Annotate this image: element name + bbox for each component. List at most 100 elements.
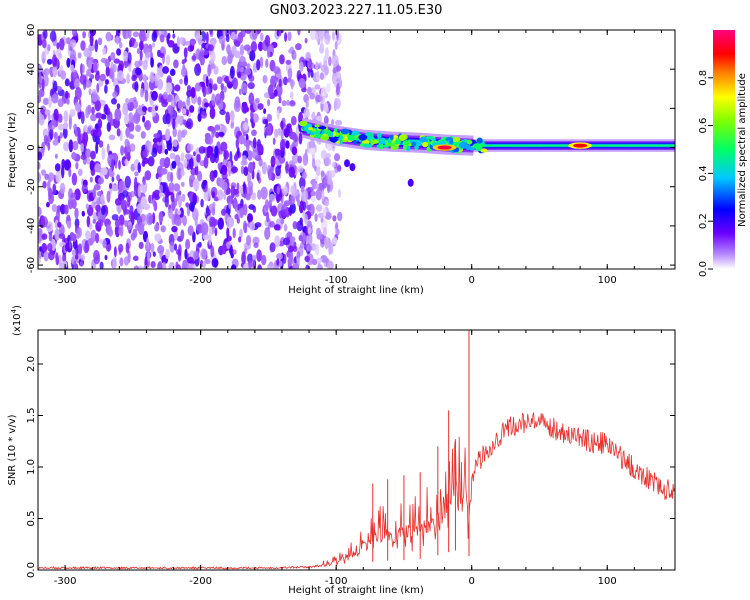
heatmap-cell xyxy=(75,254,79,260)
heatmap-cell xyxy=(111,98,117,105)
heatmap-cell xyxy=(334,40,338,50)
heatmap-cell xyxy=(139,40,144,51)
heatmap-cell xyxy=(241,251,246,264)
heatmap-cell xyxy=(198,146,206,154)
heatmap-cell xyxy=(166,94,173,103)
heatmap-cell xyxy=(175,264,181,269)
heatmap-cell xyxy=(54,228,60,241)
heatmap-cell xyxy=(66,98,70,105)
heatmap-cell xyxy=(38,231,42,244)
heatmap-cell xyxy=(124,61,128,69)
heatmap-cell xyxy=(152,137,159,143)
heatmap-cell xyxy=(234,30,238,35)
heatmap-cell xyxy=(71,198,77,209)
heatmap-cell xyxy=(298,235,304,242)
heatmap-cell xyxy=(142,176,146,186)
heatmap-cell xyxy=(71,233,77,242)
heatmap-cell xyxy=(164,148,169,155)
heatmap-cell xyxy=(163,30,168,38)
heatmap-cell xyxy=(314,243,320,256)
heatmap-cell xyxy=(207,44,214,52)
heatmap-cell xyxy=(670,144,673,147)
heatmap-cell xyxy=(336,83,340,96)
heatmap-cell xyxy=(283,128,290,137)
heatmap-cell xyxy=(311,112,316,120)
heatmap-cell xyxy=(153,133,161,139)
heatmap-cell xyxy=(148,79,156,91)
heatmap-cell xyxy=(289,202,296,214)
heatmap-cell xyxy=(257,264,262,269)
heatmap-cell xyxy=(287,31,292,42)
heatmap-cell xyxy=(49,30,57,42)
heatmap-cell xyxy=(47,180,51,190)
spectrogram-x-axis: -300 -200 -100 0 100 xyxy=(54,30,662,286)
heatmap-cell xyxy=(49,127,54,140)
heatmap-cell xyxy=(226,44,231,55)
snr-line xyxy=(38,411,675,570)
heatmap-cell xyxy=(234,40,241,47)
heatmap-cell xyxy=(74,78,80,90)
heatmap-cell xyxy=(273,66,281,75)
heatmap-cell xyxy=(317,264,323,269)
heatmap-cell xyxy=(150,261,156,268)
colorbar-tick-label: 0.6 xyxy=(698,118,709,134)
heatmap-cell xyxy=(38,72,42,84)
heatmap-cell xyxy=(142,106,147,113)
heatmap-cell xyxy=(97,219,104,227)
heatmap-cell xyxy=(172,33,176,39)
heatmap-cell xyxy=(480,148,488,153)
heatmap-cell xyxy=(357,137,360,141)
snr-background xyxy=(38,330,675,570)
heatmap-cell xyxy=(230,264,237,269)
heatmap-cell xyxy=(214,145,219,158)
heatmap-cell xyxy=(331,54,339,67)
heatmap-cell xyxy=(255,97,260,104)
heatmap-cell xyxy=(181,59,186,65)
heatmap-cell xyxy=(162,261,167,269)
y-tick-label: 20 xyxy=(26,102,37,115)
heatmap-cell xyxy=(252,30,258,40)
heatmap-cell xyxy=(89,223,93,230)
heatmap-cell xyxy=(324,199,330,207)
heatmap-cell xyxy=(452,143,456,147)
heatmap-cell xyxy=(324,175,328,184)
heatmap-cell xyxy=(328,243,332,256)
heatmap-cell xyxy=(269,221,275,228)
colorbar: 0.0 0.2 0.4 0.6 0.8 Normalized spectral ampl… xyxy=(698,30,748,277)
heatmap-cell xyxy=(118,41,123,49)
y-tick-label: -40 xyxy=(26,218,37,234)
heatmap-cell xyxy=(144,89,149,102)
heatmap-cell xyxy=(169,241,175,253)
heatmap-cell xyxy=(137,184,141,198)
heatmap-cell xyxy=(491,144,494,147)
heatmap-cell xyxy=(511,144,515,147)
heatmap-cell xyxy=(125,98,130,104)
heatmap-cell xyxy=(118,243,124,253)
heatmap-cell xyxy=(41,78,45,92)
heatmap-cell xyxy=(127,30,132,39)
snr-multiplier: (x104) xyxy=(10,305,23,336)
heatmap-cell xyxy=(206,31,209,45)
heatmap-cell xyxy=(89,74,95,80)
heatmap-cell xyxy=(226,216,233,229)
heatmap-cell xyxy=(52,183,57,195)
heatmap-cell xyxy=(184,248,188,260)
heatmap-cell xyxy=(293,51,297,60)
heatmap-cell xyxy=(283,76,288,86)
heatmap-cell xyxy=(231,166,238,173)
heatmap-cell xyxy=(83,79,87,91)
heatmap-cell xyxy=(283,223,288,232)
heatmap-cell xyxy=(280,129,284,140)
heatmap-cell xyxy=(544,144,547,147)
heatmap-cell xyxy=(172,127,177,138)
heatmap-cell xyxy=(593,144,596,147)
heatmap-cell xyxy=(276,185,280,195)
heatmap-cell xyxy=(115,35,119,45)
heatmap-cell xyxy=(246,140,250,153)
heatmap-cell xyxy=(85,148,92,158)
heatmap-cell xyxy=(476,137,483,144)
heatmap-cell xyxy=(243,263,249,269)
heatmap-cell xyxy=(116,103,121,110)
heatmap-cell xyxy=(66,214,71,222)
heatmap-cell xyxy=(331,31,336,41)
